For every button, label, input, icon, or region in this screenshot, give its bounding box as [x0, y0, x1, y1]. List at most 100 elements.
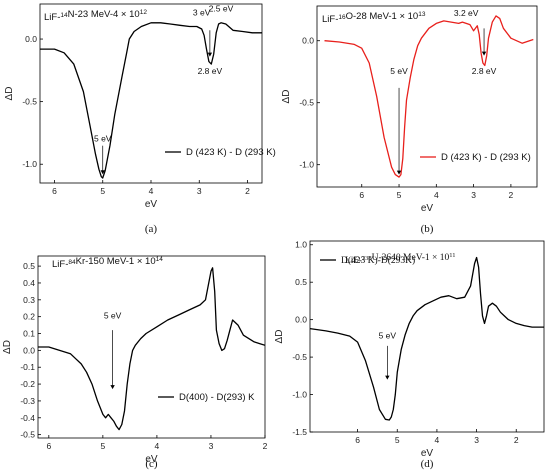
x-tick-label: 6 — [46, 441, 51, 451]
plot-frame — [316, 5, 538, 188]
y-tick-label: -0.5 — [292, 352, 307, 362]
panel-label: (a) — [145, 223, 158, 235]
y-axis-label: ΔD — [2, 340, 13, 354]
legend-label: D(400) - D(293) K — [179, 392, 255, 403]
panel-c: 6 5 4 3 2 0.5 0.4 0.3 0.2 0.1 0.0 -0.1 -0.2 -0.3 -0.4 -… — [2, 255, 268, 470]
chart-title: LiF-238U-2640 MeV-1 × 1011 — [345, 252, 455, 266]
annotation-label: 2.5 eV — [209, 4, 234, 14]
legend-label: D (423 K) - D (293 K) — [441, 152, 531, 163]
annotation-label: 5 eV — [104, 310, 122, 320]
y-tick-label: -0.5 — [22, 97, 37, 107]
title-text: LiF- — [345, 256, 362, 266]
title-superscript: 11 — [449, 252, 455, 259]
x-tick-label: 4 — [149, 186, 154, 196]
annotation-label: 2.8 eV — [472, 66, 497, 76]
x-axis-label: eV — [421, 203, 434, 214]
title-superscript: 14 — [156, 256, 164, 263]
annotation-label: 3.2 eV — [454, 8, 479, 18]
legend-label: D(423 K)-D(293K) — [341, 255, 415, 266]
chart-title: LiF-16O-28 MeV-1 × 1013 — [322, 11, 426, 25]
title-text: O-28 MeV-1 × 10 — [346, 11, 419, 22]
title-superscript: 12 — [140, 9, 148, 16]
y-tick-label: 0.5 — [23, 261, 35, 271]
x-tick-label: 4 — [434, 190, 439, 200]
annotation-label: 5 eV — [390, 66, 408, 76]
y-tick-label: 0.5 — [295, 277, 307, 287]
series-line — [310, 256, 544, 421]
y-tick-label: -0.5 — [20, 430, 35, 440]
x-tick-label: 6 — [52, 186, 57, 196]
panel-d: 6 5 4 3 2 1.0 0.5 0.0 -0.5 -1.0 -1.5 eV ΔD (d) LiF-238… — [274, 240, 545, 470]
annotation-arrowhead — [396, 170, 402, 175]
chart-title: LiF-14N-23 MeV-4 × 1012 — [44, 9, 147, 23]
x-tick-label: 5 — [395, 435, 400, 445]
y-tick-label: -0.4 — [20, 413, 35, 423]
chart-title: LiF-84Kr-150 MeV-1 × 1014 — [52, 256, 163, 270]
x-axis-label: eV — [421, 448, 434, 459]
plot-frame — [37, 255, 266, 439]
y-tick-label: -1.5 — [292, 427, 307, 437]
title-superscript: 13 — [418, 11, 426, 18]
y-tick-label: 0.0 — [295, 315, 307, 325]
title-text: LiF- — [322, 14, 338, 25]
x-tick-label: 3 — [209, 441, 214, 451]
x-tick-label: 5 — [100, 186, 105, 196]
y-tick-label: 1.0 — [295, 240, 307, 250]
annotation-label: 3 eV — [193, 7, 211, 17]
title-text: LiF- — [52, 259, 68, 270]
title-text: N-23 MeV-4 × 10 — [68, 9, 140, 20]
x-tick-label: 2 — [514, 435, 519, 445]
y-axis-label: ΔD — [281, 90, 292, 104]
x-tick-label: 3 — [197, 186, 202, 196]
series-line — [324, 15, 534, 178]
panel-label: (d) — [421, 458, 434, 470]
legend-label: D (423 K) - D (293 K) — [186, 147, 276, 158]
x-tick-label: 4 — [155, 441, 160, 451]
y-tick-label: -1.0 — [22, 159, 37, 169]
title-superscript: 238 — [362, 255, 372, 262]
x-tick-label: 2 — [245, 186, 250, 196]
y-tick-label: -1.0 — [292, 390, 307, 400]
annotation-label: 5 eV — [379, 330, 397, 340]
x-tick-label: 4 — [435, 435, 440, 445]
y-axis-label: ΔD — [4, 87, 15, 101]
y-tick-label: -1.0 — [299, 160, 314, 170]
title-text: U-2640 MeV-1 × 10 — [372, 253, 450, 263]
annotation-arrowhead — [207, 52, 213, 57]
y-tick-label: -0.5 — [299, 98, 314, 108]
x-tick-label: 2 — [263, 441, 268, 451]
x-tick-label: 5 — [100, 441, 105, 451]
annotation-arrowhead — [100, 170, 105, 175]
x-tick-label: 6 — [355, 435, 360, 445]
y-tick-label: 0.3 — [23, 295, 35, 305]
y-tick-label: 0.4 — [23, 278, 35, 288]
x-tick-label: 3 — [474, 435, 479, 445]
annotation-arrowhead — [481, 51, 487, 56]
x-tick-label: 3 — [471, 190, 476, 200]
x-tick-label: 6 — [359, 190, 364, 200]
x-tick-label: 2 — [509, 190, 514, 200]
title-text: LiF- — [44, 12, 60, 23]
panel-a: 6 5 4 3 2 0.0 -0.5 -1.0 eV ΔD (a) LiF-14N-23 MeV-4 … — [4, 4, 276, 235]
y-tick-label: 0.1 — [23, 329, 35, 339]
panel-label: (b) — [421, 223, 434, 235]
annotation-label: 5 eV — [94, 134, 112, 144]
y-tick-label: 0.0 — [25, 34, 37, 44]
y-tick-label: 0.0 — [23, 345, 35, 355]
panel-b: 6 5 4 3 2 0.0 -0.5 -1.0 eV ΔD (b) LiF-16O-28 MeV-1 … — [281, 5, 538, 235]
annotation-arrowhead — [110, 385, 115, 390]
x-axis-label: eV — [145, 199, 158, 210]
y-tick-label: -0.3 — [20, 396, 35, 406]
panel-label: (c) — [145, 458, 158, 470]
title-superscript: 14 — [60, 12, 68, 19]
y-tick-label: 0.0 — [302, 36, 314, 46]
title-superscript: 84 — [68, 259, 76, 266]
series-line — [40, 22, 262, 179]
y-tick-label: -0.2 — [20, 379, 35, 389]
annotation-arrowhead — [385, 375, 390, 380]
series-line — [38, 267, 265, 431]
y-tick-label: 0.2 — [23, 312, 35, 322]
title-text: Kr-150 MeV-1 × 10 — [76, 256, 156, 267]
title-superscript: 16 — [338, 14, 346, 21]
